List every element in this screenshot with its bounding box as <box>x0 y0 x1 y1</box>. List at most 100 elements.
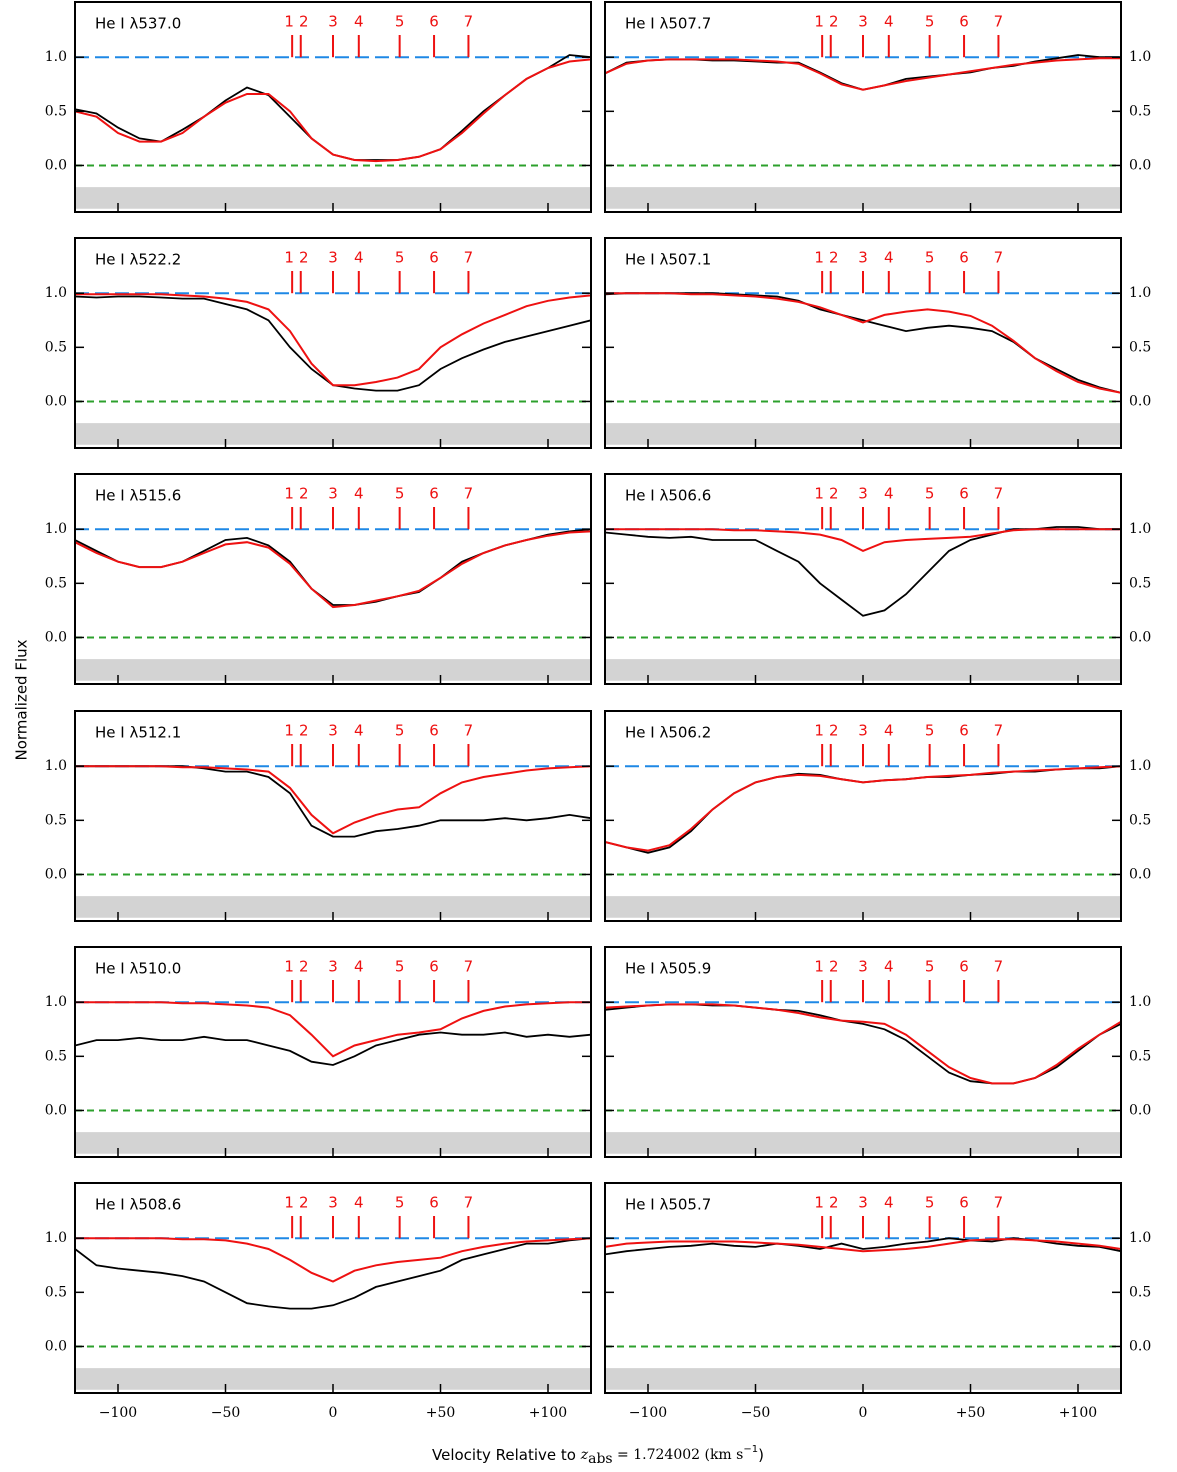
x-tick-label: +100 <box>1059 1405 1097 1421</box>
component-label: 1 <box>814 958 824 976</box>
y-tick-label: 0.0 <box>1129 393 1151 409</box>
panel-frame <box>604 473 1122 685</box>
component-label: 2 <box>829 249 839 267</box>
component-label: 4 <box>354 485 364 503</box>
component-label: 5 <box>395 13 405 31</box>
y-tick-label: 1.0 <box>1129 49 1151 65</box>
component-label: 7 <box>464 485 474 503</box>
component-label: 2 <box>299 485 309 503</box>
component-label: 2 <box>299 958 309 976</box>
y-axis-label: Normalized Flux <box>13 639 31 760</box>
component-label: 1 <box>284 722 294 740</box>
panel-frame <box>604 1182 1122 1394</box>
panel-frame <box>74 237 592 449</box>
y-tick-label: 0.5 <box>1129 575 1151 591</box>
component-label: 1 <box>814 1194 824 1212</box>
component-label: 5 <box>925 958 935 976</box>
component-label: 7 <box>994 485 1004 503</box>
component-label: 2 <box>829 1194 839 1212</box>
panel: 1 2 3 4 5 6 7He I λ537.00.00.51.0 <box>45 1 592 213</box>
component-label: 1 <box>814 485 824 503</box>
x-tick-label: +50 <box>426 1405 456 1421</box>
data-spectrum <box>605 292 1121 394</box>
y-tick-label: 1.0 <box>45 285 67 301</box>
y-tick-label: 0.5 <box>45 575 67 591</box>
error-band <box>75 659 591 681</box>
component-label: 1 <box>284 13 294 31</box>
data-spectrum <box>75 765 591 838</box>
component-label: 7 <box>994 13 1004 31</box>
component-label: 2 <box>829 958 839 976</box>
panel: 1 2 3 4 5 6 7He I λ505.70.00.51.0−100 −50 0 +50 +1… <box>604 1182 1151 1421</box>
error-band <box>75 423 591 445</box>
x-tick-label: −50 <box>741 1405 771 1421</box>
y-tick-label: 1.0 <box>45 521 67 537</box>
model-profile <box>75 58 591 163</box>
panel-title: He I λ505.9 <box>625 960 711 978</box>
component-label: 5 <box>925 13 935 31</box>
panel-frame <box>74 1 592 213</box>
y-tick-label: 0.0 <box>45 1102 67 1118</box>
component-label: 3 <box>858 13 868 31</box>
component-label: 3 <box>328 1194 338 1212</box>
panel: 1 2 3 4 5 6 7He I λ507.70.00.51.0 <box>604 1 1151 213</box>
component-label: 7 <box>994 722 1004 740</box>
y-tick-label: 0.0 <box>45 629 67 645</box>
component-label: 4 <box>884 1194 894 1212</box>
y-tick-label: 1.0 <box>1129 758 1151 774</box>
panel-frame <box>604 710 1122 922</box>
panel-frame <box>74 946 592 1158</box>
component-label: 5 <box>925 1194 935 1212</box>
panel-title: He I λ507.1 <box>625 251 711 269</box>
error-band <box>605 896 1121 918</box>
y-tick-label: 0.5 <box>1129 1048 1151 1064</box>
component-label: 5 <box>395 485 405 503</box>
component-label: 3 <box>858 1194 868 1212</box>
y-tick-label: 0.5 <box>45 1048 67 1064</box>
model-profile <box>605 1238 1121 1253</box>
y-tick-label: 0.5 <box>45 103 67 119</box>
component-label: 3 <box>328 13 338 31</box>
x-tick-label: −50 <box>211 1405 241 1421</box>
panel-title: He I λ505.7 <box>625 1196 711 1214</box>
data-spectrum <box>605 765 1121 854</box>
y-tick-label: 0.5 <box>45 812 67 828</box>
component-label: 3 <box>328 485 338 503</box>
error-band <box>605 659 1121 681</box>
component-label: 4 <box>884 13 894 31</box>
model-profile <box>75 530 591 609</box>
y-tick-label: 0.0 <box>1129 629 1151 645</box>
y-tick-label: 0.0 <box>45 1338 67 1354</box>
component-label: 7 <box>464 722 474 740</box>
component-label: 5 <box>925 722 935 740</box>
component-label: 4 <box>354 1194 364 1212</box>
panel: 1 2 3 4 5 6 7He I λ507.10.00.51.0 <box>604 237 1151 449</box>
y-tick-label: 0.5 <box>45 1284 67 1300</box>
panel: 1 2 3 4 5 6 7He I λ506.60.00.51.0 <box>604 473 1151 685</box>
x-label-part: ) <box>758 1446 764 1464</box>
y-tick-label: 0.5 <box>1129 812 1151 828</box>
panel-title: He I λ507.7 <box>625 15 711 33</box>
model-profile <box>75 765 591 835</box>
component-label: 2 <box>299 722 309 740</box>
y-tick-label: 0.5 <box>1129 1284 1151 1300</box>
x-label-part: abs <box>588 1451 613 1467</box>
component-label: 7 <box>464 249 474 267</box>
error-band <box>605 187 1121 209</box>
panel-frame <box>74 473 592 685</box>
component-label: 3 <box>858 249 868 267</box>
component-label: 1 <box>284 958 294 976</box>
y-tick-label: 1.0 <box>1129 285 1151 301</box>
component-label: 6 <box>959 485 969 503</box>
panel-title: He I λ515.6 <box>95 487 181 505</box>
component-label: 6 <box>429 249 439 267</box>
x-tick-label: −100 <box>629 1405 667 1421</box>
component-label: 6 <box>429 722 439 740</box>
component-label: 6 <box>959 13 969 31</box>
model-profile <box>605 57 1121 91</box>
component-label: 3 <box>328 958 338 976</box>
y-tick-label: 0.0 <box>1129 866 1151 882</box>
x-tick-label: 0 <box>329 1405 338 1421</box>
y-tick-label: 0.0 <box>1129 1102 1151 1118</box>
